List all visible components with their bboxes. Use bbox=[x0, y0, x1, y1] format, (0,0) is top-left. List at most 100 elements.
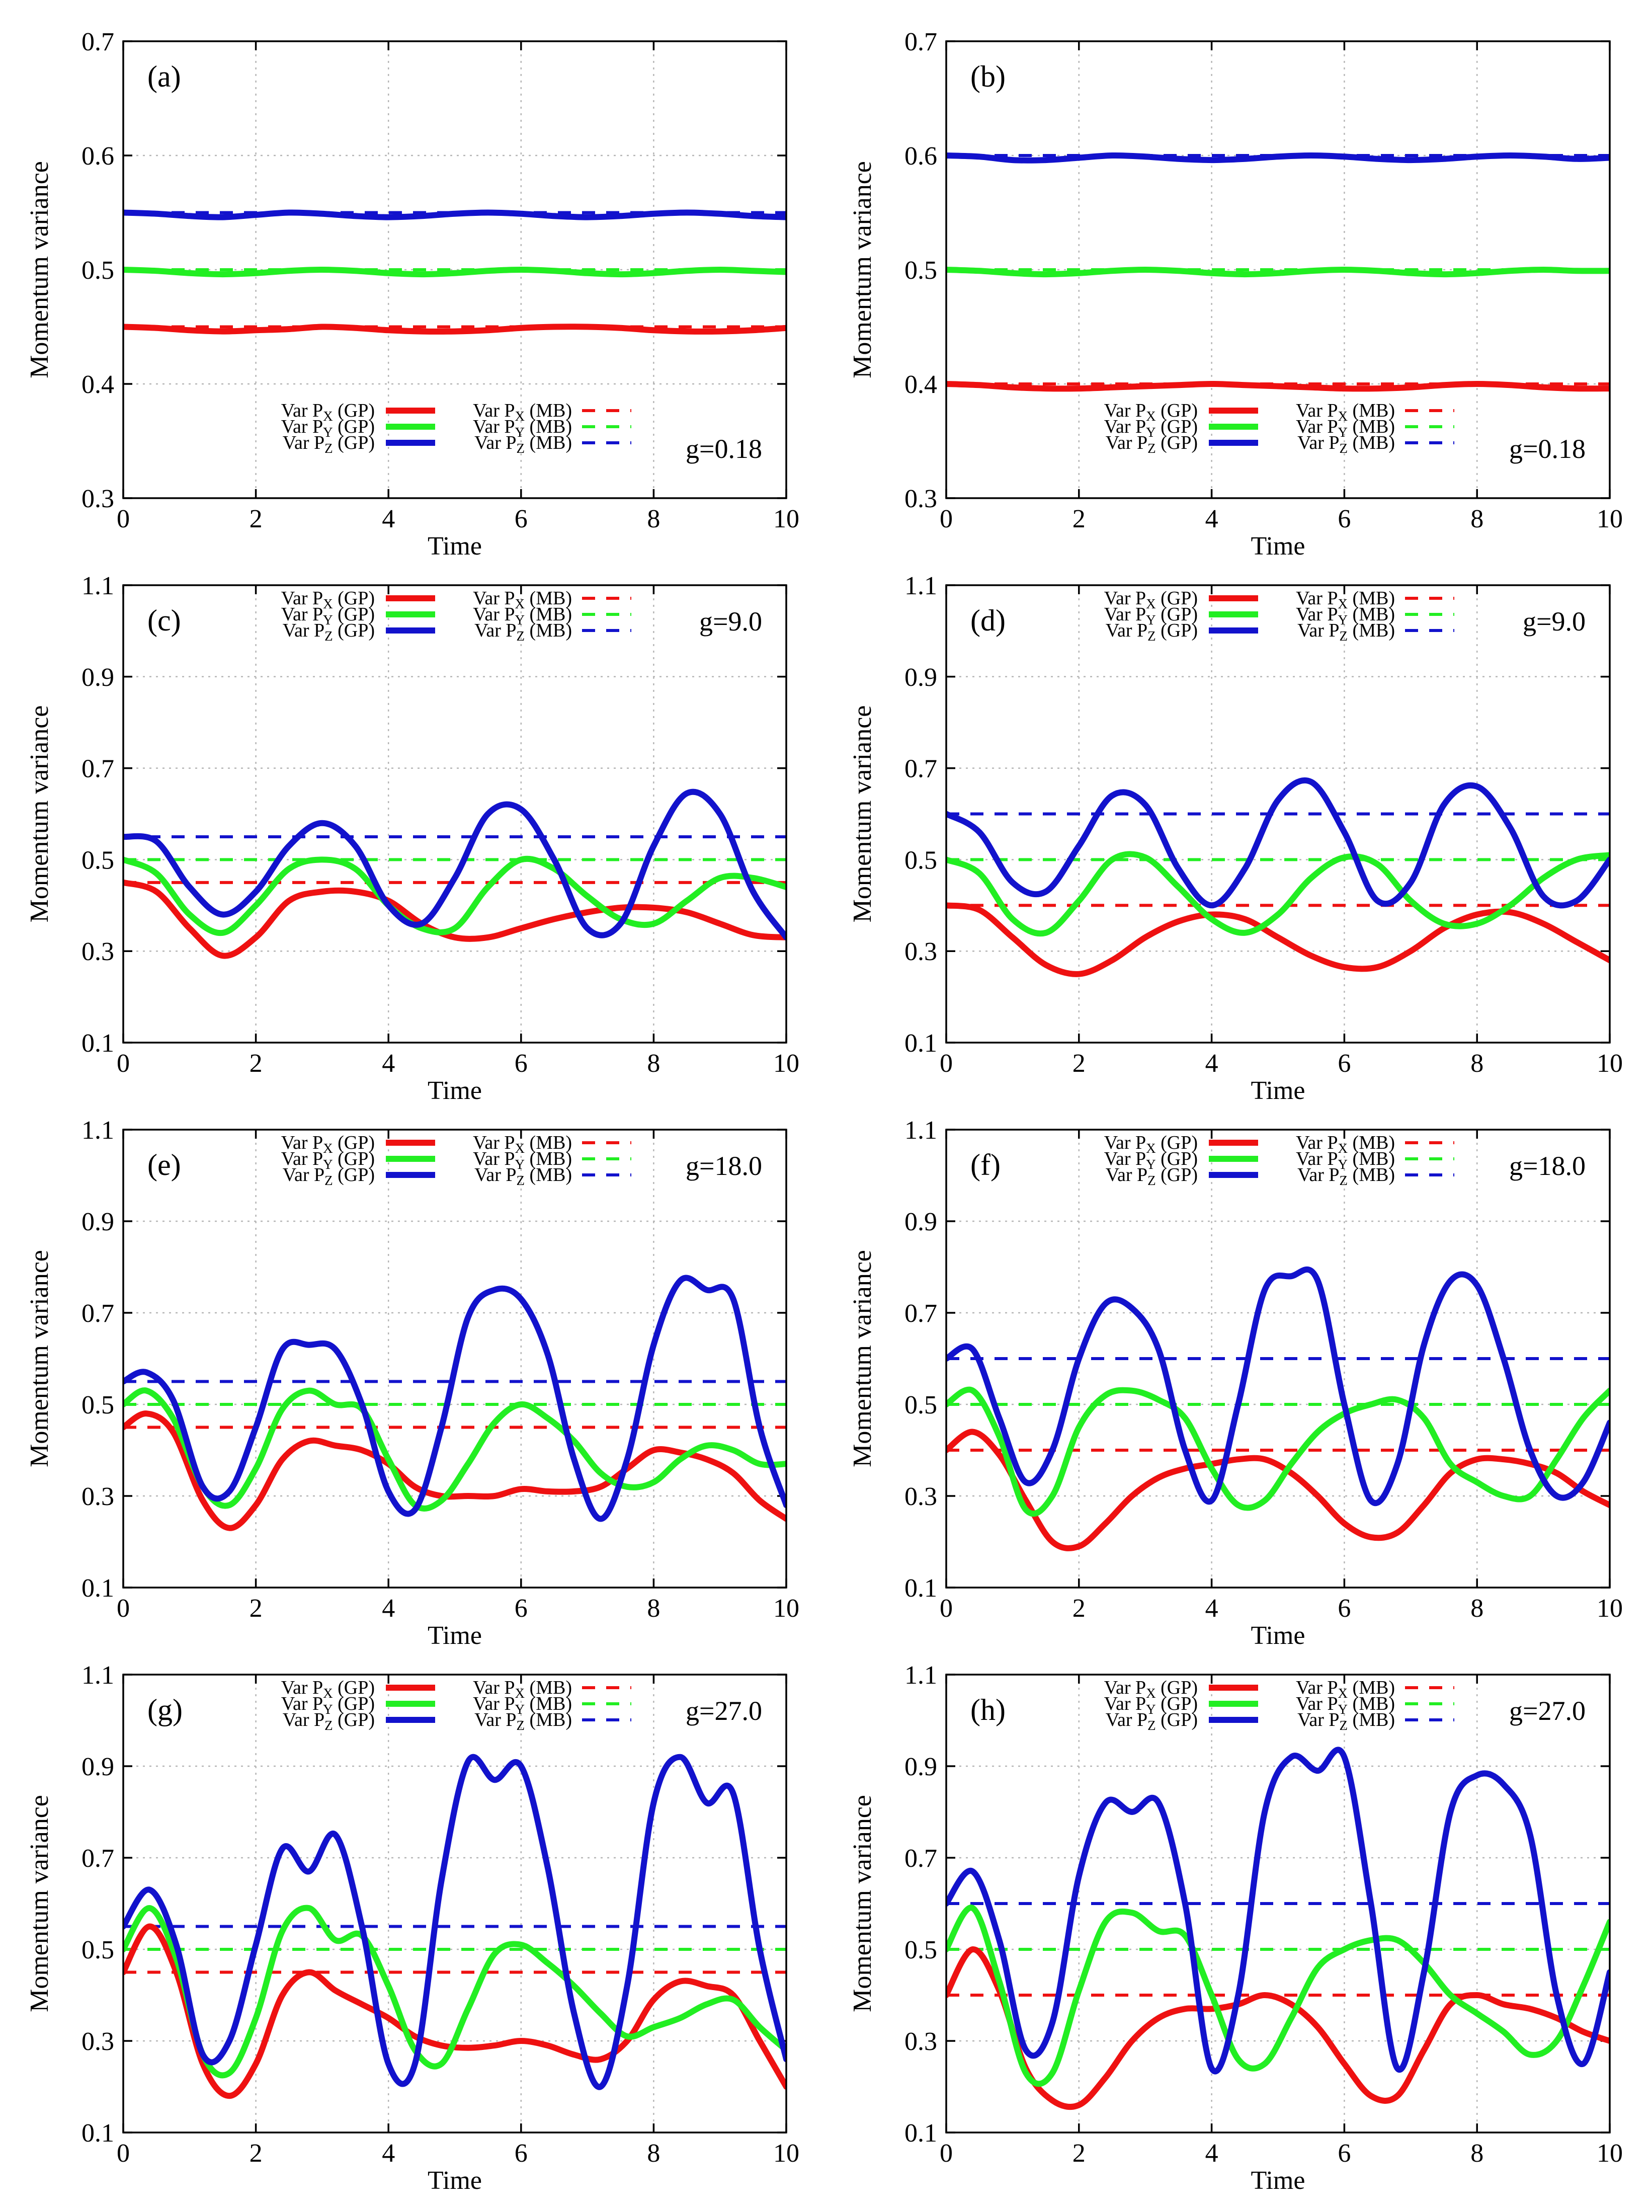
y-axis-label: Momentum variance bbox=[25, 1250, 54, 1467]
x-tick-label: 2 bbox=[1072, 1594, 1086, 1623]
y-tick-label: 0.1 bbox=[904, 2119, 937, 2148]
legend: Var PX (GP) Var PX (MB)Var PY (GP) Var PY … bbox=[281, 1132, 631, 1188]
x-tick-label: 8 bbox=[647, 1049, 660, 1078]
y-tick-label: 0.9 bbox=[904, 663, 937, 692]
y-tick-label: 0.3 bbox=[904, 2027, 937, 2056]
y-tick-label: 0.4 bbox=[904, 370, 937, 399]
panel-label: (e) bbox=[147, 1148, 181, 1181]
y-tick-label: 0.5 bbox=[81, 846, 114, 875]
plot-area bbox=[123, 209, 786, 335]
legend: Var PX (GP) Var PX (MB)Var PY (GP) Var PY … bbox=[1104, 588, 1454, 644]
plot-area bbox=[946, 152, 1610, 392]
y-tick-label: 0.7 bbox=[81, 28, 114, 56]
legend-label-var-pz-mb: Var PZ (MB) bbox=[474, 620, 572, 644]
y-tick-label: 0.5 bbox=[81, 1391, 114, 1419]
y-axis-label: Momentum variance bbox=[25, 161, 54, 378]
y-tick-label: 0.3 bbox=[81, 2027, 114, 2056]
y-axis-label: Momentum variance bbox=[25, 705, 54, 923]
coupling-label: g=0.18 bbox=[686, 434, 762, 464]
x-tick-label: 2 bbox=[1072, 1049, 1086, 1078]
series-var-px-gp-line bbox=[123, 879, 786, 959]
series-var-px-gp-line bbox=[946, 381, 1610, 392]
legend-label-var-pz-gp: Var PZ (GP) bbox=[1106, 1164, 1198, 1188]
y-tick-label: 0.1 bbox=[81, 2119, 114, 2148]
x-tick-label: 6 bbox=[515, 505, 528, 533]
panel-c: 0 2 4 6 8 10 0.1 0.3 0.5 0.7 0.9 1.1 Time Momentum va… bbox=[25, 572, 799, 1105]
legend-label-var-py-mb: Var PY (MB) bbox=[473, 1693, 572, 1717]
x-tick-label: 0 bbox=[117, 2139, 130, 2168]
panel-label: (b) bbox=[970, 60, 1006, 93]
plot-frame bbox=[122, 40, 787, 499]
x-tick-label: 8 bbox=[647, 1594, 660, 1623]
legend-label-var-py-mb: Var PY (MB) bbox=[1296, 604, 1395, 627]
y-tick-label: 0.5 bbox=[81, 1936, 114, 1964]
x-tick-label: 0 bbox=[940, 2139, 953, 2168]
series-var-py-gp-line bbox=[946, 267, 1610, 278]
y-tick-label: 0.3 bbox=[904, 1482, 937, 1511]
x-axis-label: Time bbox=[1251, 532, 1305, 561]
y-tick-label: 1.1 bbox=[904, 1661, 937, 1690]
legend-label-var-pz-mb: Var PZ (MB) bbox=[474, 1709, 572, 1733]
legend-label-var-py-gp: Var PY (GP) bbox=[281, 604, 375, 627]
panel-d: 0 2 4 6 8 10 0.1 0.3 0.5 0.7 0.9 1.1 Time Momentum va… bbox=[848, 572, 1623, 1105]
x-tick-label: 0 bbox=[940, 1594, 953, 1623]
legend-label-var-pz-mb: Var PZ (MB) bbox=[474, 1164, 572, 1188]
y-tick-label: 0.7 bbox=[904, 28, 937, 56]
y-tick-label: 0.6 bbox=[904, 142, 937, 171]
x-tick-label: 0 bbox=[940, 505, 953, 533]
y-axis-label: Momentum variance bbox=[848, 161, 877, 378]
y-tick-label: 0.7 bbox=[81, 1299, 114, 1328]
plot-frame bbox=[122, 1674, 787, 2134]
y-tick-label: 0.1 bbox=[81, 1029, 114, 1058]
legend-label-var-pz-mb: Var PZ (MB) bbox=[1297, 432, 1395, 456]
x-tick-label: 10 bbox=[773, 1594, 799, 1623]
series-var-px-gp-line bbox=[946, 1946, 1610, 2110]
x-tick-label: 10 bbox=[773, 1049, 799, 1078]
x-tick-label: 8 bbox=[1470, 1049, 1483, 1078]
x-tick-label: 6 bbox=[1338, 505, 1351, 533]
series-var-pz-gp-line bbox=[946, 777, 1610, 909]
x-axis-label: Time bbox=[428, 1076, 482, 1105]
y-tick-label: 0.7 bbox=[81, 1844, 114, 1873]
y-tick-label: 0.3 bbox=[904, 937, 937, 966]
panel-label: (f) bbox=[970, 1148, 1001, 1181]
y-tick-label: 0.7 bbox=[904, 1844, 937, 1873]
x-tick-label: 10 bbox=[773, 505, 799, 533]
x-tick-label: 2 bbox=[1072, 505, 1086, 533]
legend: Var PX (GP) Var PX (MB)Var PY (GP) Var PY … bbox=[1104, 1132, 1454, 1188]
series-var-pz-gp-line bbox=[123, 1754, 786, 2090]
plot-frame bbox=[945, 40, 1611, 499]
x-axis-label: Time bbox=[1251, 2166, 1305, 2195]
y-tick-label: 0.3 bbox=[904, 485, 937, 513]
series-var-py-gp-line bbox=[123, 855, 786, 936]
x-axis-label: Time bbox=[428, 1621, 482, 1650]
y-tick-label: 0.7 bbox=[81, 755, 114, 783]
y-tick-label: 0.6 bbox=[81, 142, 114, 171]
y-tick-label: 0.4 bbox=[81, 370, 114, 399]
series-var-px-gp-line bbox=[123, 1923, 786, 2099]
y-tick-label: 0.9 bbox=[81, 663, 114, 692]
x-axis-label: Time bbox=[1251, 1076, 1305, 1105]
legend-label-var-px-gp: Var PX (GP) bbox=[281, 1132, 375, 1156]
plot-frame bbox=[945, 584, 1611, 1044]
x-tick-label: 2 bbox=[250, 505, 263, 533]
x-tick-label: 4 bbox=[1205, 1049, 1218, 1078]
x-tick-label: 10 bbox=[1597, 2139, 1623, 2168]
x-tick-label: 8 bbox=[1470, 505, 1483, 533]
series-var-py-gp-line bbox=[946, 1905, 1610, 2087]
x-tick-label: 10 bbox=[773, 2139, 799, 2168]
x-tick-label: 2 bbox=[250, 2139, 263, 2168]
series-var-py-gp-line bbox=[123, 267, 786, 278]
x-tick-label: 0 bbox=[117, 1049, 130, 1078]
y-tick-label: 0.5 bbox=[904, 846, 937, 875]
y-tick-label: 0.5 bbox=[904, 256, 937, 285]
panel-h: 0 2 4 6 8 10 0.1 0.3 0.5 0.7 0.9 1.1 Time Momentum va… bbox=[848, 1661, 1623, 2195]
panel-g: 0 2 4 6 8 10 0.1 0.3 0.5 0.7 0.9 1.1 Time Momentum va… bbox=[25, 1661, 799, 2195]
series-var-pz-gp-line bbox=[946, 1747, 1610, 2075]
y-tick-label: 1.1 bbox=[904, 1116, 937, 1145]
series-var-pz-gp-line bbox=[946, 152, 1610, 164]
plot-area bbox=[123, 1754, 786, 2099]
y-tick-label: 0.5 bbox=[904, 1391, 937, 1419]
plot-area bbox=[123, 788, 786, 959]
